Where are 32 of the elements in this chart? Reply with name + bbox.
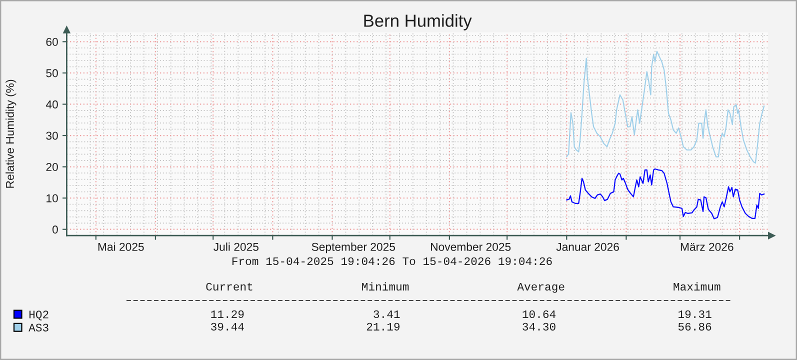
x-tick-label: November 2025 (431, 242, 511, 251)
line-series (566, 168, 765, 220)
text: 10.64 (522, 310, 556, 318)
x-tick-label: Juli 2025 (214, 242, 258, 251)
x-tick-label: Januar 2026 (556, 242, 619, 251)
y-tick-label: 60 (46, 38, 58, 46)
y-tick-label: 30 (46, 132, 58, 140)
text: 56.86 (678, 322, 712, 331)
text: 11.29 (211, 310, 244, 318)
text: Average (517, 282, 564, 293)
y-tick-label: 10 (46, 194, 58, 202)
text: 3.41 (374, 310, 400, 318)
text: From 15-04-2025 19:04:26 To 15-04-2026 19:04:26 (232, 257, 552, 266)
text: Maximum (674, 282, 720, 291)
legend-label: HQ2 (29, 310, 48, 320)
x-tick-label: September 2025 (312, 242, 396, 254)
y-tick-label: 50 (46, 69, 58, 78)
y-tick-label: 20 (46, 162, 58, 172)
y-tick-label: 0 (52, 226, 58, 234)
text: 39.44 (211, 322, 244, 331)
legend-label: AS3 (28, 324, 48, 332)
text: 21.19 (366, 322, 400, 331)
text: Minimum (362, 282, 409, 291)
x-tick-label: Mai 2025 (98, 242, 144, 251)
x-tick-label: März 2026 (680, 242, 734, 251)
y-axis-title: Relative Humidity (%) (6, 80, 16, 188)
line-series (566, 50, 765, 164)
y-tick-label: 40 (46, 100, 58, 108)
text: 19.31 (678, 310, 712, 318)
text: 34.30 (522, 322, 556, 331)
text: Current (206, 282, 252, 291)
chart-title: Bern Humidity (364, 14, 472, 30)
